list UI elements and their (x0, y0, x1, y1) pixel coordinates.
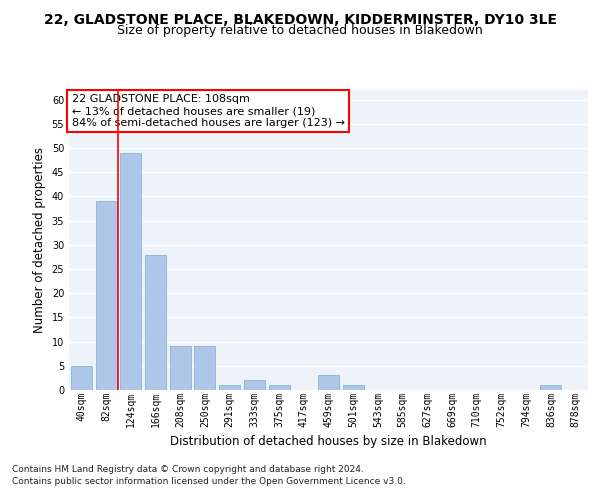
Bar (219, 385, 240, 390)
Text: Size of property relative to detached houses in Blakedown: Size of property relative to detached ho… (117, 24, 483, 37)
Text: Contains public sector information licensed under the Open Government Licence v3: Contains public sector information licen… (12, 477, 406, 486)
Bar (343, 385, 364, 390)
Y-axis label: Number of detached properties: Number of detached properties (33, 147, 46, 333)
Bar (120, 153, 141, 390)
Bar (269, 385, 290, 390)
Text: 22 GLADSTONE PLACE: 108sqm
← 13% of detached houses are smaller (19)
84% of semi: 22 GLADSTONE PLACE: 108sqm ← 13% of deta… (71, 94, 344, 128)
Bar (194, 346, 215, 390)
Bar (244, 380, 265, 390)
Text: Contains HM Land Registry data © Crown copyright and database right 2024.: Contains HM Land Registry data © Crown c… (12, 465, 364, 474)
Bar (71, 366, 92, 390)
Text: 22, GLADSTONE PLACE, BLAKEDOWN, KIDDERMINSTER, DY10 3LE: 22, GLADSTONE PLACE, BLAKEDOWN, KIDDERMI… (44, 12, 557, 26)
Bar (318, 376, 339, 390)
Bar (170, 346, 191, 390)
Bar (541, 385, 562, 390)
Bar (95, 202, 116, 390)
X-axis label: Distribution of detached houses by size in Blakedown: Distribution of detached houses by size … (170, 435, 487, 448)
Bar (145, 254, 166, 390)
